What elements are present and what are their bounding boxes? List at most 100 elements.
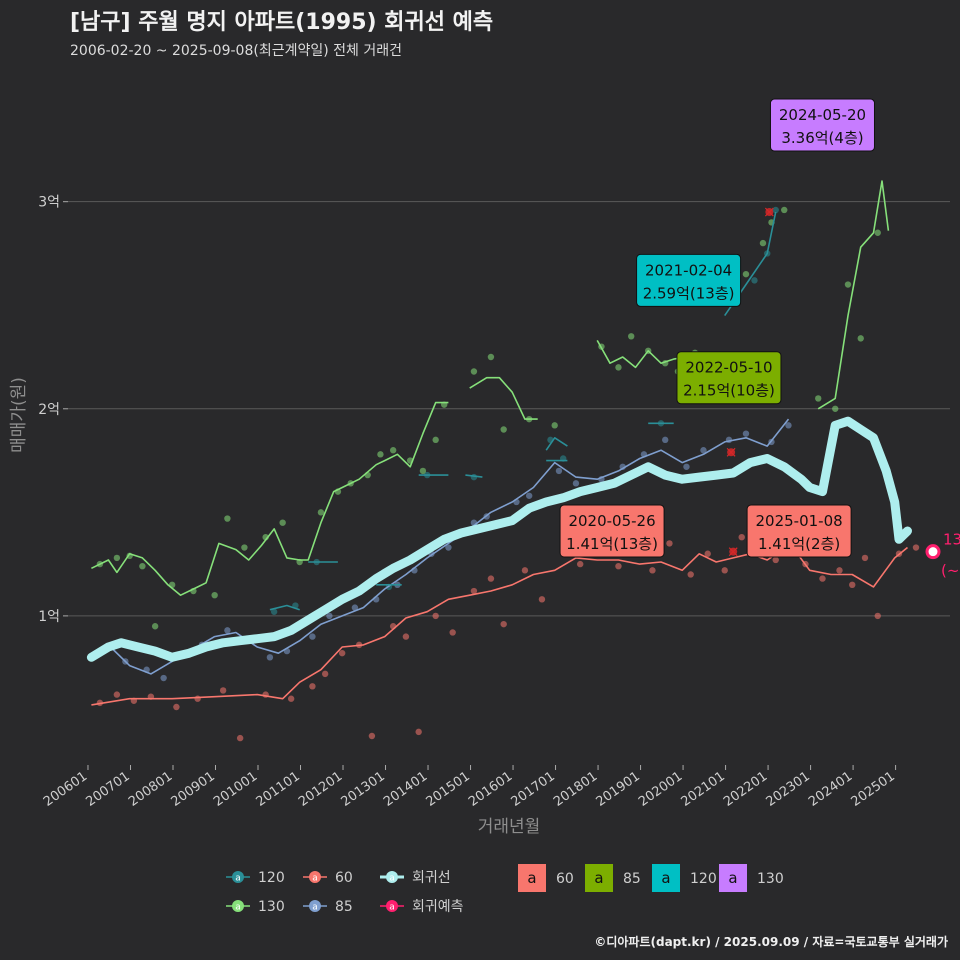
y-tick-label: 2억 bbox=[38, 402, 60, 418]
series-line-120 bbox=[465, 474, 483, 478]
scatter-point-60 bbox=[649, 567, 656, 574]
legend-box-label85 bbox=[585, 864, 613, 892]
legend-box-glyph: a bbox=[661, 869, 670, 887]
scatter-point-130 bbox=[832, 405, 839, 412]
scatter-point-60 bbox=[819, 575, 826, 582]
legend-dot-s120 bbox=[232, 871, 244, 883]
legend-label-s85: 85 bbox=[335, 899, 353, 915]
scatter-point-85 bbox=[700, 447, 707, 454]
scatter-point-85 bbox=[351, 604, 359, 611]
scatter-point-85 bbox=[309, 633, 316, 640]
scatter-point-130 bbox=[377, 451, 384, 458]
scatter-point-60 bbox=[194, 695, 201, 702]
legend-glyph: a bbox=[389, 874, 395, 884]
scatter-point-130 bbox=[279, 519, 286, 526]
chart-subtitle: 2006-02-20 ~ 2025-09-08(최근계약일) 전체 거래건 bbox=[70, 43, 402, 59]
x-tick-label: 202101 bbox=[679, 769, 728, 810]
x-tick-label: 201001 bbox=[211, 769, 260, 810]
scatter-point-130 bbox=[844, 281, 852, 288]
scatter-point-60 bbox=[772, 556, 779, 564]
scatter-point-60 bbox=[912, 544, 920, 551]
annotation-date: 2025-01-08 bbox=[756, 512, 843, 530]
annotation-date: 2022-05-10 bbox=[685, 359, 772, 377]
legend-glyph: a bbox=[235, 874, 241, 884]
series-line-120 bbox=[269, 604, 300, 611]
scatter-point-60 bbox=[687, 571, 694, 578]
annotation-date: 2021-02-04 bbox=[645, 261, 732, 279]
scatter-point-60 bbox=[402, 633, 410, 640]
scatter-point-130 bbox=[781, 206, 788, 214]
x-tick-label: 201901 bbox=[594, 769, 643, 810]
scatter-point-130 bbox=[857, 335, 864, 342]
scatter-point-60 bbox=[666, 540, 673, 547]
legend-label-s120: 120 bbox=[258, 870, 285, 886]
scatter-point-60 bbox=[309, 683, 316, 690]
scatter-point-130 bbox=[224, 515, 231, 522]
series-line-85 bbox=[91, 418, 790, 675]
scatter-point-60 bbox=[470, 587, 478, 595]
scatter-point-60 bbox=[287, 695, 295, 702]
scatter-point-60 bbox=[449, 629, 456, 636]
legend-label-s130: 130 bbox=[258, 899, 285, 915]
annotation-box: 2025-01-08 1.41억(2층) bbox=[746, 504, 852, 558]
legend-glyph: a bbox=[235, 903, 241, 913]
scatter-point-60 bbox=[521, 567, 529, 574]
annotation-box: 2022-05-10 2.15억(10층) bbox=[676, 351, 782, 405]
x-tick-label: 201401 bbox=[381, 769, 430, 810]
scatter-point-85 bbox=[160, 674, 167, 682]
scatter-point-60 bbox=[849, 581, 856, 589]
regression-line bbox=[86, 416, 912, 662]
y-tick-label: 1억 bbox=[38, 609, 60, 625]
highlight-cross bbox=[728, 547, 738, 557]
scatter-point-60 bbox=[738, 533, 745, 541]
scatter-point-60 bbox=[836, 567, 843, 574]
x-tick-label: 201801 bbox=[551, 769, 600, 810]
legend-dot-s130 bbox=[232, 900, 244, 912]
scatter-point-130 bbox=[432, 436, 439, 444]
x-axis-title: 거래년월 bbox=[478, 817, 541, 837]
highlight-cross bbox=[726, 447, 736, 457]
annotation-bg bbox=[769, 98, 875, 152]
scatter-point-60 bbox=[500, 620, 507, 628]
legend-glyph: a bbox=[312, 874, 318, 884]
scatter-point-60 bbox=[432, 612, 439, 620]
scatter-point-60 bbox=[576, 560, 584, 568]
legend-dot-s60 bbox=[309, 871, 321, 883]
scatter-point-60 bbox=[236, 734, 244, 742]
scatter-point-85 bbox=[742, 430, 750, 437]
scatter-point-130 bbox=[628, 333, 635, 340]
legend-label-forecast: 회귀예측 bbox=[412, 899, 464, 915]
x-tick-label: 202201 bbox=[721, 769, 770, 810]
x-tick-label: 201601 bbox=[466, 769, 515, 810]
legend-dot-s85 bbox=[309, 900, 321, 912]
annotation-price: 2.15억(10층) bbox=[683, 382, 775, 400]
legend-box-label-label120: 120 bbox=[690, 871, 717, 887]
scatter-point-85 bbox=[525, 492, 533, 499]
legend-box-glyph: a bbox=[594, 869, 603, 887]
legend-box-label-label85: 85 bbox=[623, 871, 641, 887]
scatter-point-130 bbox=[500, 426, 507, 433]
series-line-130 bbox=[91, 401, 449, 596]
y-tick-label: 3억 bbox=[38, 195, 60, 211]
scatter-point-60 bbox=[113, 691, 121, 698]
scatter-point-130 bbox=[487, 353, 495, 361]
x-tick-label: 200801 bbox=[126, 769, 175, 810]
x-tick-label: 202401 bbox=[806, 769, 855, 810]
scatter-point-130 bbox=[317, 509, 325, 516]
source-caption: ©디아파트(dapt.kr) / 2025.09.09 / 자료=국토교통부 실… bbox=[594, 935, 948, 949]
x-tick-label: 200901 bbox=[169, 769, 218, 810]
series-line-60 bbox=[91, 546, 909, 706]
scatter-point-130 bbox=[151, 623, 159, 630]
highlight-cross bbox=[764, 207, 774, 217]
scatter-point-130 bbox=[759, 239, 767, 247]
x-tick-label: 202501 bbox=[849, 769, 898, 810]
y-axis-title: 매매가(원) bbox=[9, 377, 29, 453]
x-tick-label: 201701 bbox=[509, 769, 558, 810]
series-line-120 bbox=[545, 437, 568, 451]
legend-box-label-label130: 130 bbox=[757, 871, 784, 887]
scatter-point-60 bbox=[321, 670, 329, 678]
scatter-point-60 bbox=[368, 732, 376, 740]
scatter-point-130 bbox=[551, 422, 558, 429]
scatter-point-60 bbox=[615, 562, 622, 570]
